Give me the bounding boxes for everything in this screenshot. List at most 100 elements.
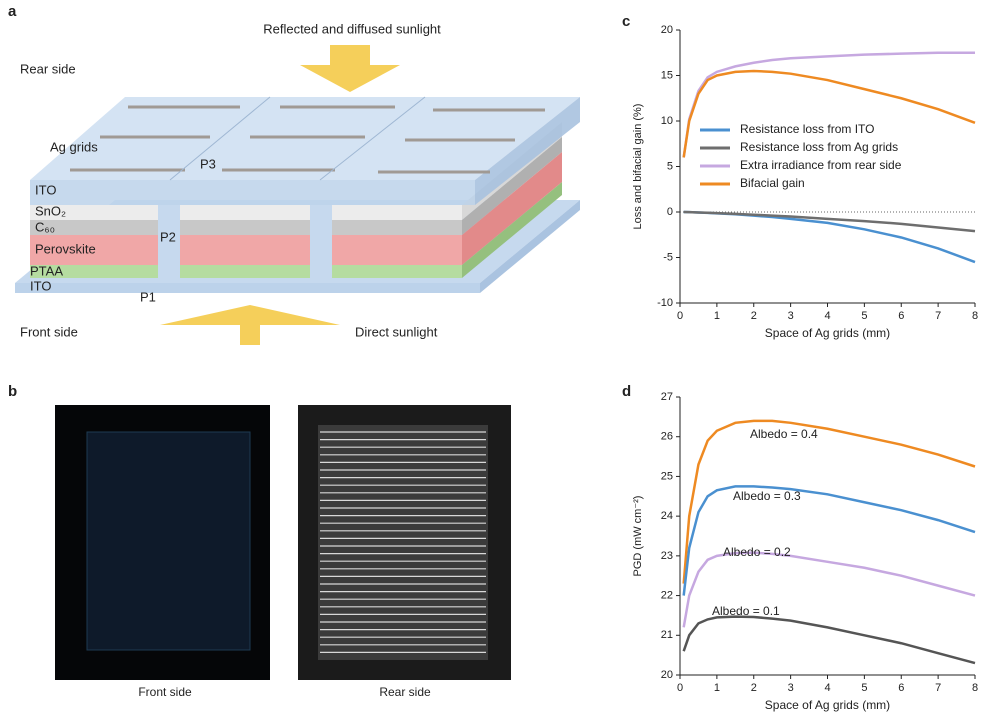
panel-label: c xyxy=(622,13,630,30)
x-tick-label: 8 xyxy=(972,310,978,322)
diagram-label: P2 xyxy=(160,229,176,244)
y-tick-label: 24 xyxy=(661,510,673,522)
x-tick-label: 5 xyxy=(861,310,867,322)
ag-grids xyxy=(70,105,545,174)
y-tick-label: 20 xyxy=(661,24,673,36)
perovskite xyxy=(332,235,462,265)
diagram-label: PTAA xyxy=(30,263,63,278)
diagram-label: ITO xyxy=(30,278,51,293)
diagram-label: Rear side xyxy=(20,61,76,76)
y-tick-label: -10 xyxy=(657,297,673,309)
x-tick-label: 4 xyxy=(824,682,830,694)
x-tick-label: 7 xyxy=(935,310,941,322)
perovskite xyxy=(180,235,310,265)
x-tick-label: 3 xyxy=(788,682,794,694)
series-line xyxy=(682,69,976,158)
sno2 xyxy=(332,205,462,220)
x-tick-label: 1 xyxy=(714,682,720,694)
x-tick-label: 0 xyxy=(677,682,683,694)
series-line xyxy=(682,551,976,628)
y-axis-label: PGD (mW cm⁻²) xyxy=(632,496,644,577)
x-tick-label: 6 xyxy=(898,682,904,694)
c60 xyxy=(332,220,462,235)
x-tick-label: 7 xyxy=(935,682,941,694)
x-tick-label: 5 xyxy=(861,682,867,694)
y-tick-label: 26 xyxy=(661,431,673,443)
y-tick-label: 20 xyxy=(661,669,673,681)
panel-label: d xyxy=(622,383,631,400)
series-annotation: Albedo = 0.4 xyxy=(750,427,818,441)
x-tick-label: 0 xyxy=(677,310,683,322)
rear-grid-lines xyxy=(320,431,486,654)
diagram-label: Ag grids xyxy=(50,139,98,154)
y-tick-label: 25 xyxy=(661,470,673,482)
top-ito-side xyxy=(475,97,580,205)
y-axis-label: Loss and bifacial gain (%) xyxy=(632,104,644,230)
sno2 xyxy=(30,205,158,220)
panel-label: a xyxy=(8,3,17,20)
legend-label: Extra irradiance from rear side xyxy=(740,158,902,172)
x-tick-label: 2 xyxy=(751,682,757,694)
series-annotation: Albedo = 0.3 xyxy=(733,489,801,503)
c60 xyxy=(180,220,310,235)
top-ito-front xyxy=(30,180,475,205)
ptaa xyxy=(180,265,310,278)
y-tick-label: 27 xyxy=(661,391,673,403)
panel-b-photos xyxy=(55,405,511,680)
x-tick-label: 1 xyxy=(714,310,720,322)
diagram-label: Perovskite xyxy=(35,241,96,256)
photo-caption: Front side xyxy=(138,685,192,699)
y-tick-label: -5 xyxy=(663,251,673,263)
diagram-label: P3 xyxy=(200,156,216,171)
photo-caption: Rear side xyxy=(379,685,431,699)
x-tick-label: 8 xyxy=(972,682,978,694)
y-tick-label: 5 xyxy=(667,160,673,172)
diagram-label: P1 xyxy=(140,289,156,304)
sno2 xyxy=(180,205,310,220)
x-axis-label: Space of Ag grids (mm) xyxy=(765,326,890,340)
arrow-down xyxy=(300,45,400,92)
x-tick-label: 2 xyxy=(751,310,757,322)
diagram-label: Direct sunlight xyxy=(355,324,438,339)
y-tick-label: 23 xyxy=(661,550,673,562)
diagram-label: Reflected and diffused sunlight xyxy=(263,21,441,36)
legend-label: Resistance loss from ITO xyxy=(740,122,874,136)
cells xyxy=(30,122,562,278)
series-line xyxy=(683,210,976,233)
series-line xyxy=(682,485,976,596)
axis-frame xyxy=(679,397,975,676)
y-tick-label: 15 xyxy=(661,69,673,81)
panel-label: b xyxy=(8,383,17,400)
perovskite xyxy=(30,235,158,265)
x-tick-label: 3 xyxy=(788,310,794,322)
bottom-ito-side xyxy=(480,200,580,293)
series-annotation: Albedo = 0.1 xyxy=(712,604,780,618)
diagram-label: SnO₂ xyxy=(35,203,66,218)
y-tick-label: 0 xyxy=(667,206,673,218)
diagram-label: C₆₀ xyxy=(35,219,55,234)
scribe-lines xyxy=(169,96,426,181)
x-tick-label: 6 xyxy=(898,310,904,322)
diagram-label: ITO xyxy=(35,182,56,197)
y-tick-label: 22 xyxy=(661,589,673,601)
ptaa-side xyxy=(462,182,562,278)
ptaa xyxy=(332,265,462,278)
series-annotation: Albedo = 0.2 xyxy=(723,545,791,559)
c60 xyxy=(30,220,158,235)
cell-rear xyxy=(318,425,488,660)
y-tick-label: 10 xyxy=(661,115,673,127)
series-line xyxy=(682,419,976,584)
perovskite-side xyxy=(462,152,562,265)
legend-label: Resistance loss from Ag grids xyxy=(740,140,898,154)
series-line xyxy=(682,615,976,665)
x-axis-label: Space of Ag grids (mm) xyxy=(765,698,890,712)
c60-side xyxy=(462,137,562,235)
bottom-ito-front xyxy=(15,283,480,293)
arrow-up xyxy=(160,305,340,345)
legend-label: Bifacial gain xyxy=(740,176,805,190)
panel-a-diagram xyxy=(15,45,580,345)
y-tick-label: 21 xyxy=(661,629,673,641)
diagram-label: Front side xyxy=(20,324,78,339)
series-line xyxy=(682,51,975,158)
